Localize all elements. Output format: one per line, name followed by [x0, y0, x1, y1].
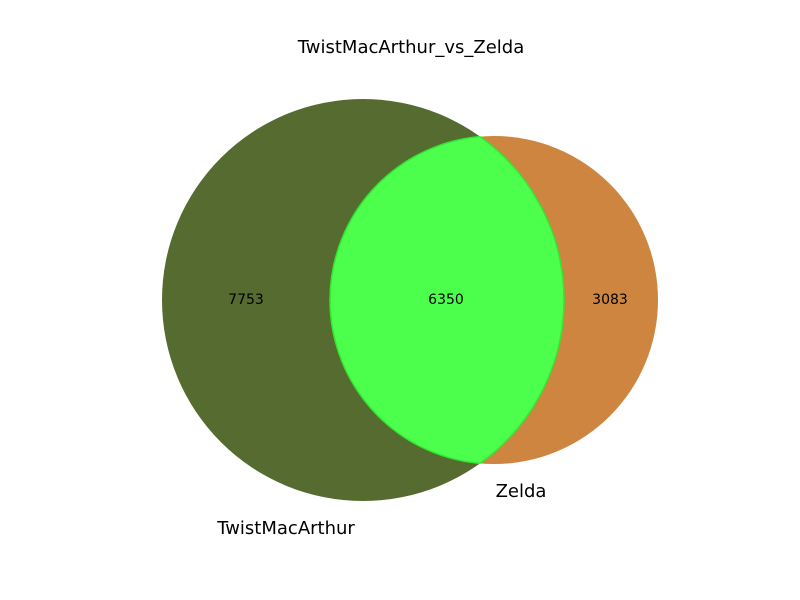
set-label-twistmacarthur: TwistMacArthur	[216, 518, 355, 539]
count-intersection: 6350	[428, 292, 464, 308]
count-zelda-only: 3083	[592, 292, 628, 308]
count-twistmacarthur-only: 7753	[228, 292, 264, 308]
diagram-title: TwistMacArthur_vs_Zelda	[297, 37, 525, 58]
intersection-region	[330, 136, 564, 464]
intersection-edge-twistmacarthur	[479, 135, 565, 465]
set-label-zelda: Zelda	[496, 481, 547, 502]
